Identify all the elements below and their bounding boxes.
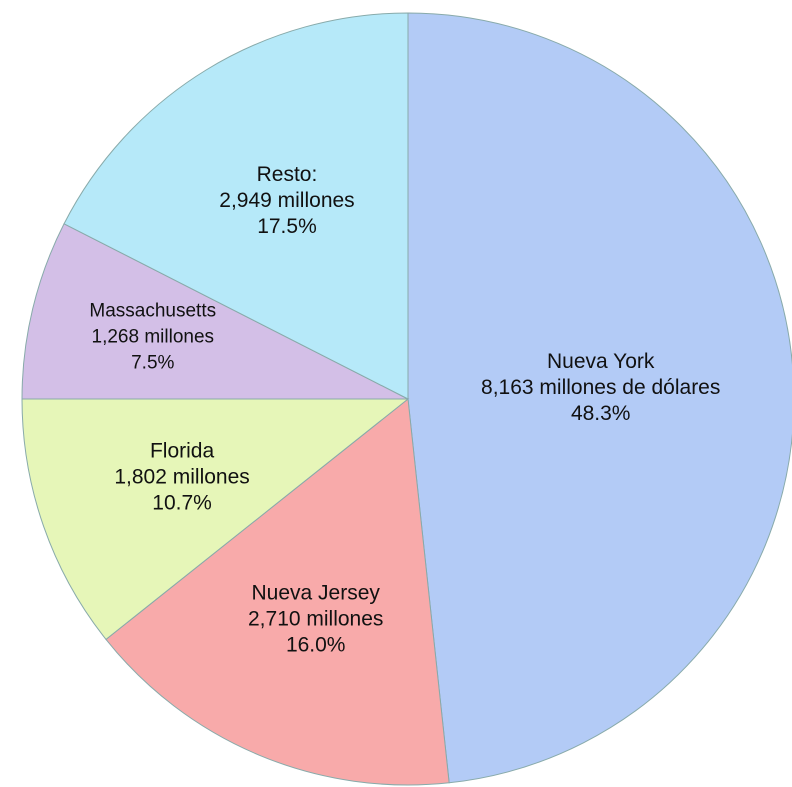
slice-label-amount: 1,802 millones	[114, 465, 249, 488]
slice-label-percent: 48.3%	[571, 402, 631, 425]
slice-label-name: Massachusetts	[89, 301, 216, 322]
slice-label-name: Resto:	[257, 163, 318, 186]
pie-slice	[407, 12, 792, 784]
slice-label-amount: 2,949 millones	[219, 189, 354, 212]
pie-slice	[21, 398, 410, 641]
slice-label-amount: 2,710 millones	[248, 607, 383, 630]
slice-label-percent: 16.0%	[286, 633, 346, 656]
slice-label-amount: 8,163 millones de dólares	[481, 376, 720, 399]
slice-label-amount: 1,268 millones	[92, 327, 215, 348]
slice-label-name: Nueva Jersey	[252, 581, 381, 604]
pie-slice	[105, 398, 450, 786]
pie-slice	[63, 12, 409, 400]
slice-label-name: Florida	[150, 439, 215, 462]
slice-label-name: Nueva York	[547, 350, 655, 373]
slice-label-percent: 10.7%	[152, 491, 212, 514]
slice-label-percent: 7.5%	[131, 353, 174, 374]
slice-label-percent: 17.5%	[257, 215, 317, 238]
pie-slice	[21, 223, 409, 400]
